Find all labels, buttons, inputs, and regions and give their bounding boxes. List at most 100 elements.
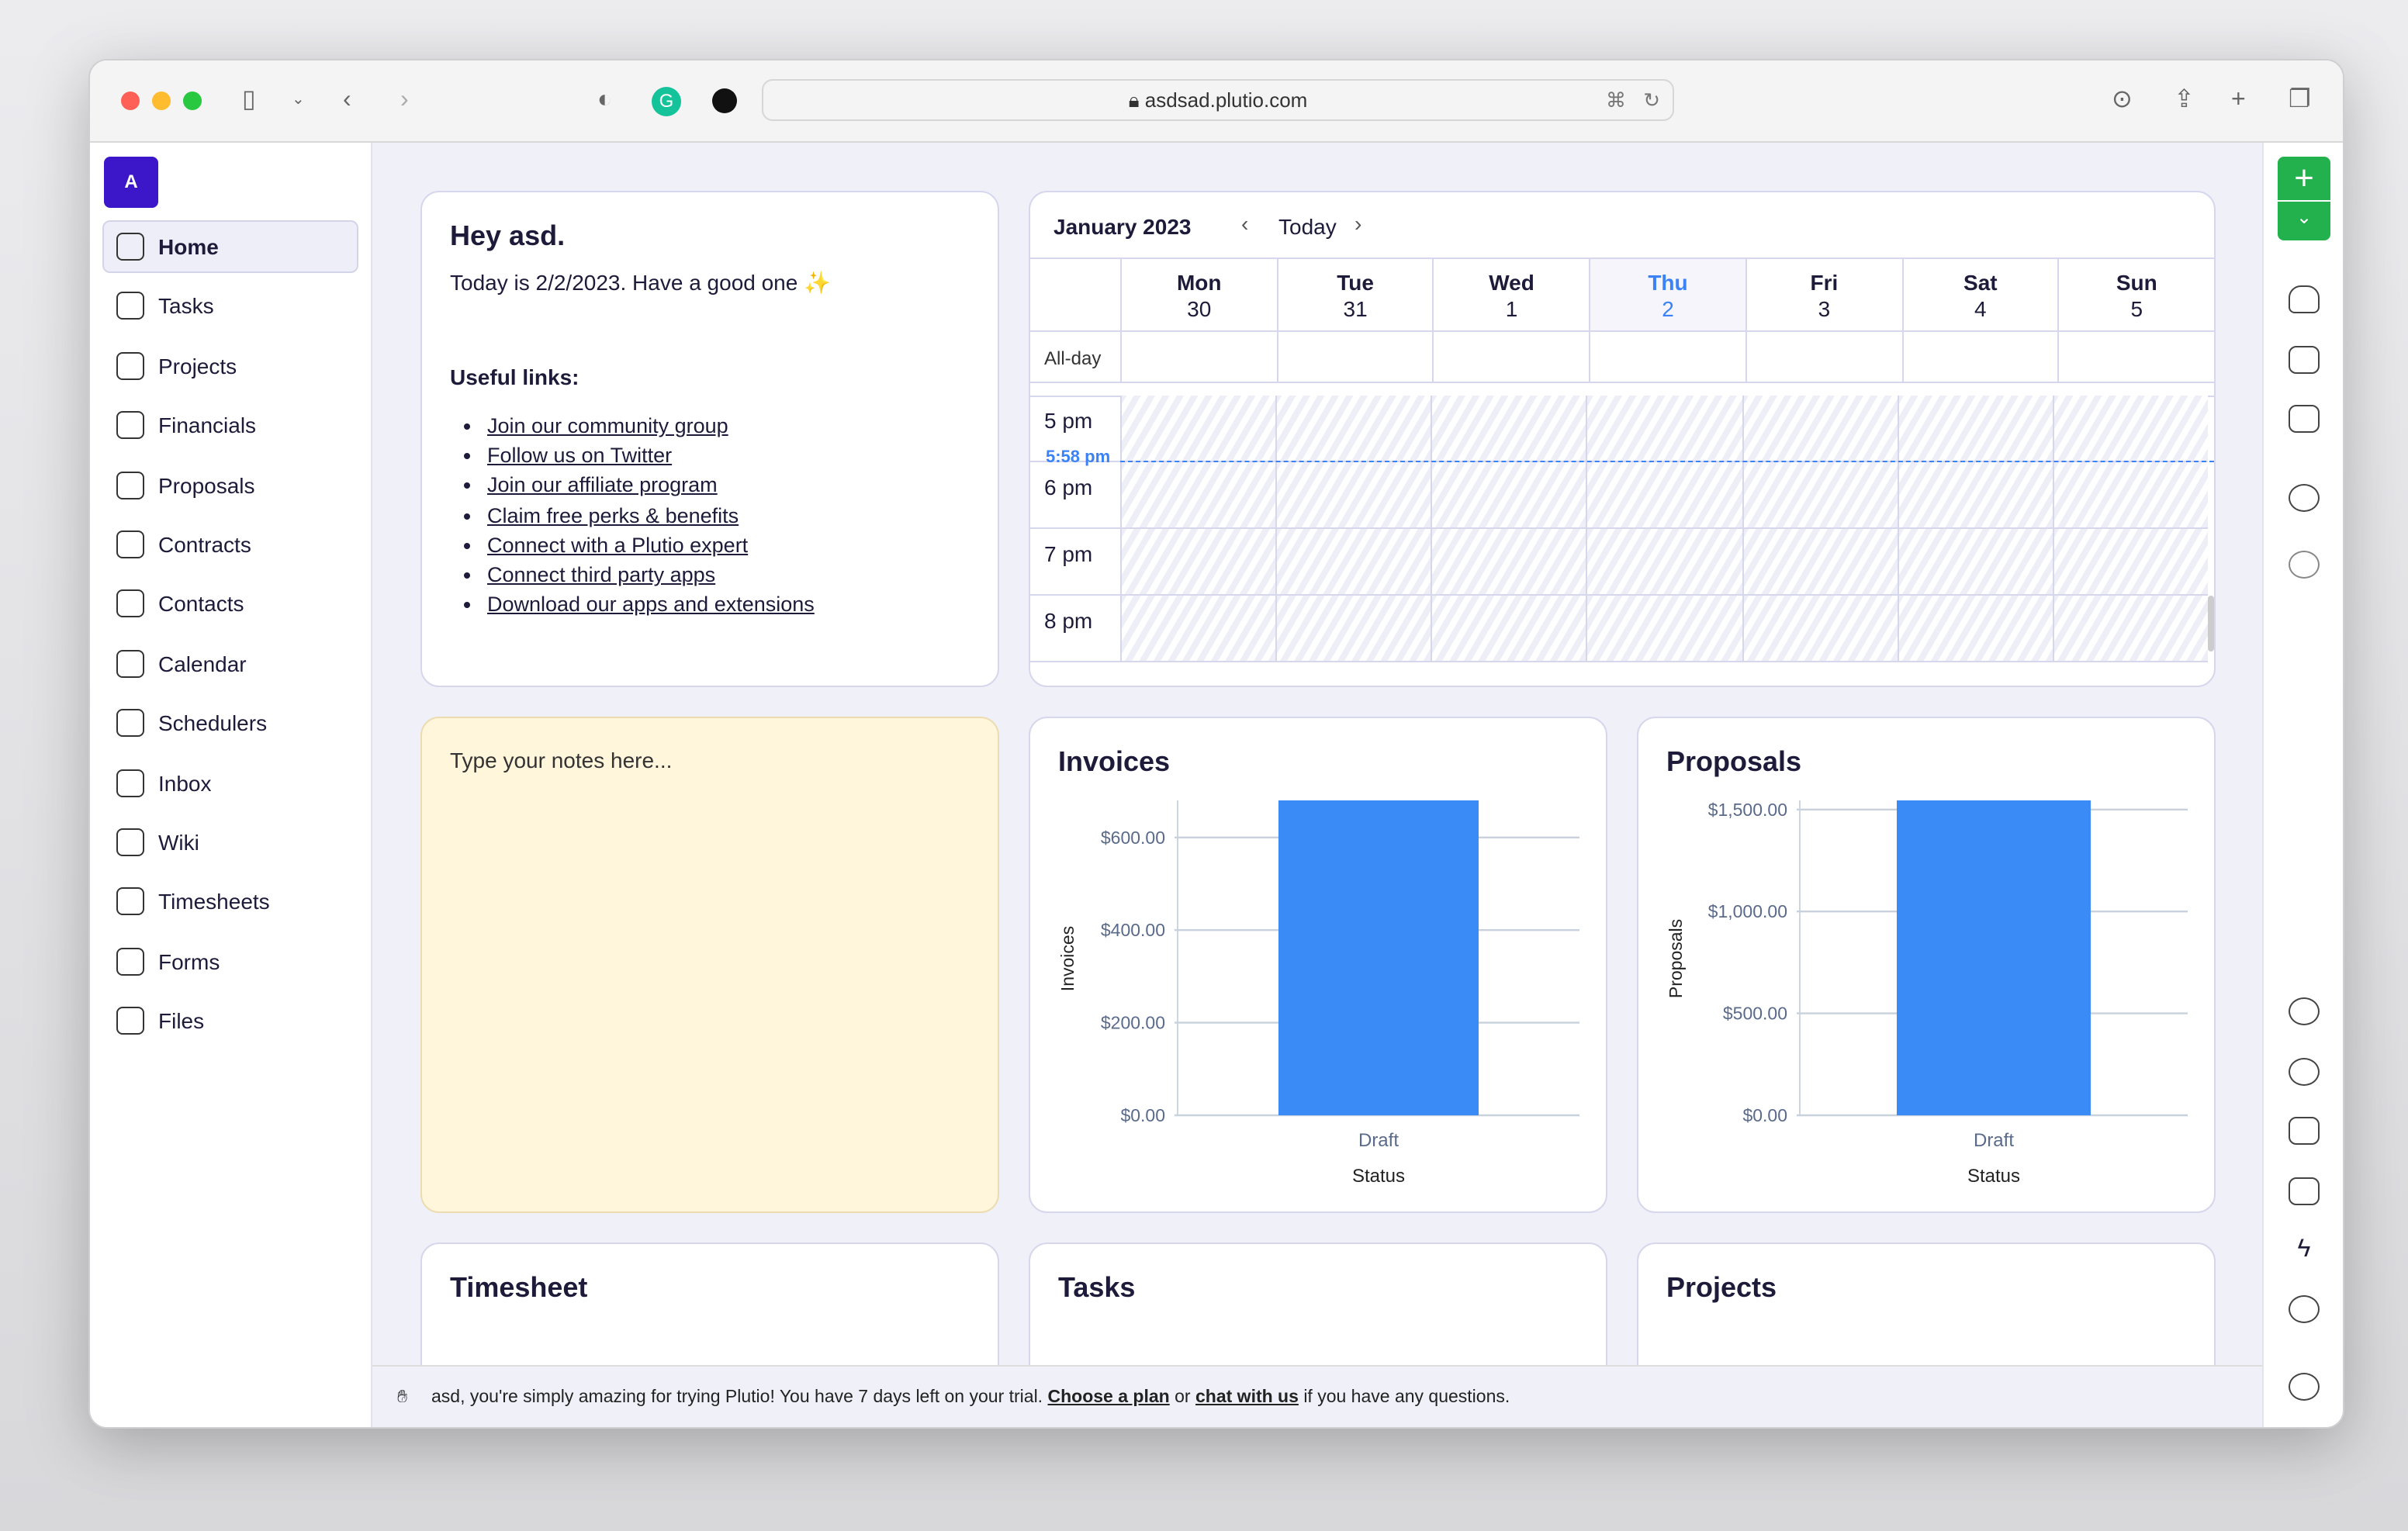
sidebar-item-inbox[interactable]: Inbox [102, 756, 358, 809]
shield-icon[interactable]: ◐ [597, 87, 613, 113]
sidebar-item-tasks[interactable]: Tasks [102, 280, 358, 333]
time-slot[interactable] [1431, 529, 1586, 594]
workspace-logo[interactable]: A [104, 157, 158, 208]
useful-link[interactable]: Join our community group [487, 411, 815, 441]
sidebar-item-forms[interactable]: Forms [102, 935, 358, 987]
sidebar-item-files[interactable]: Files [102, 994, 358, 1047]
next-week-icon[interactable]: › [1354, 211, 1362, 236]
useful-link[interactable]: Join our affiliate program [487, 471, 815, 500]
time-slot[interactable] [1120, 462, 1276, 527]
bar-draft[interactable] [1897, 800, 2091, 1115]
add-contact-icon[interactable] [2289, 484, 2320, 512]
folder-icon[interactable] [2289, 1117, 2320, 1145]
sidebar-item-wiki[interactable]: Wiki [102, 816, 358, 869]
notes-card[interactable]: Type your notes here... [420, 717, 999, 1213]
sidebar-item-financials[interactable]: Financials [102, 399, 358, 451]
download-icon[interactable]: ⊙ [2112, 87, 2133, 113]
tabs-overview-icon[interactable]: ❐ [2289, 87, 2311, 113]
notes-icon[interactable] [2289, 405, 2320, 433]
time-slot[interactable] [2052, 529, 2208, 594]
calendar-icon[interactable] [2289, 346, 2320, 374]
time-slot[interactable] [1431, 596, 1586, 661]
time-slot[interactable] [1275, 529, 1431, 594]
back-icon[interactable]: ‹ [343, 87, 351, 113]
time-slot[interactable] [1742, 529, 1898, 594]
sidebar-item-proposals[interactable]: Proposals [102, 458, 358, 511]
time-slot[interactable] [1742, 396, 1898, 461]
scrollbar[interactable] [2208, 596, 2214, 651]
day-header[interactable]: Mon 30 [1120, 259, 1276, 330]
dark-mode-icon[interactable] [2289, 997, 2320, 1025]
chat-with-us-link[interactable]: chat with us [1195, 1388, 1299, 1407]
new-tab-icon[interactable]: + [2231, 87, 2246, 113]
profile-icon[interactable] [2289, 1373, 2320, 1401]
allday-cell[interactable] [1901, 332, 2057, 382]
useful-link[interactable]: Follow us on Twitter [487, 441, 815, 470]
gear-icon[interactable] [2289, 1295, 2320, 1323]
day-header[interactable]: Wed 1 [1432, 259, 1589, 330]
forward-icon[interactable]: › [400, 87, 409, 113]
day-header[interactable]: Thu 2 [1589, 259, 1745, 330]
useful-link[interactable]: Connect with a Plutio expert [487, 530, 815, 560]
day-header[interactable]: Sat 4 [1901, 259, 2057, 330]
allday-cell[interactable] [1745, 332, 1901, 382]
address-bar[interactable]: 🔒︎ asdsad.plutio.com ⌘ ↻ [762, 79, 1674, 121]
allday-cell[interactable] [1432, 332, 1589, 382]
maximize-window-button[interactable] [183, 92, 202, 110]
calendar-time-grid[interactable]: 5 pm 6 pm 7 pm 8 pm 5:58 pm [1030, 396, 2214, 686]
extension-icon[interactable] [712, 88, 737, 113]
time-slot[interactable] [1275, 462, 1431, 527]
translate-icon[interactable]: ⌘ [1606, 88, 1626, 112]
close-window-button[interactable] [121, 92, 140, 110]
time-slot[interactable] [1275, 396, 1431, 461]
time-slot[interactable] [1586, 396, 1742, 461]
day-header[interactable]: Sun 5 [2057, 259, 2214, 330]
bar-draft[interactable] [1278, 800, 1479, 1115]
time-slot[interactable] [2052, 462, 2208, 527]
allday-cell[interactable] [1276, 332, 1432, 382]
sidebar-item-contacts[interactable]: Contacts [102, 578, 358, 631]
time-slot[interactable] [1120, 396, 1276, 461]
day-header[interactable]: Fri 3 [1745, 259, 1901, 330]
time-slot[interactable] [1431, 396, 1586, 461]
time-slot[interactable] [1586, 529, 1742, 594]
sidebar-toggle-icon[interactable]: ▯ [242, 87, 256, 113]
minimize-window-button[interactable] [152, 92, 171, 110]
allday-cell[interactable] [1120, 332, 1276, 382]
sidebar-item-calendar[interactable]: Calendar [102, 637, 358, 689]
time-slot[interactable] [1742, 596, 1898, 661]
bell-icon[interactable] [2289, 285, 2320, 313]
sidebar-item-home[interactable]: Home [102, 220, 358, 273]
quick-add-button[interactable]: + ⌄ [2278, 157, 2330, 240]
time-slot[interactable] [1120, 596, 1276, 661]
sidebar-item-schedulers[interactable]: Schedulers [102, 696, 358, 749]
share-icon[interactable]: ⇪ [2174, 87, 2195, 113]
choose-plan-link[interactable]: Choose a plan [1047, 1388, 1170, 1407]
time-slot[interactable] [1275, 596, 1431, 661]
archive-icon[interactable] [2289, 1177, 2320, 1205]
time-slot[interactable] [1897, 596, 2053, 661]
time-slot[interactable] [1742, 462, 1898, 527]
lightning-icon[interactable]: ϟ [2297, 1236, 2311, 1263]
time-slot[interactable] [1897, 462, 2053, 527]
chevron-down-icon[interactable]: ⌄ [292, 92, 305, 109]
useful-link[interactable]: Connect third party apps [487, 560, 815, 589]
useful-link[interactable]: Claim free perks & benefits [487, 500, 815, 530]
help-icon[interactable] [2289, 1058, 2320, 1086]
time-slot[interactable] [1897, 529, 2053, 594]
rocket-icon[interactable] [2289, 551, 2320, 579]
grammarly-icon[interactable]: G [652, 87, 681, 116]
sidebar-item-contracts[interactable]: Contracts [102, 518, 358, 571]
useful-link[interactable]: Download our apps and extensions [487, 589, 815, 619]
time-slot[interactable] [1120, 529, 1276, 594]
time-slot[interactable] [1586, 462, 1742, 527]
time-slot[interactable] [2052, 596, 2208, 661]
allday-cell[interactable] [1589, 332, 1745, 382]
day-header[interactable]: Tue 31 [1276, 259, 1432, 330]
reload-icon[interactable]: ↻ [1643, 88, 1660, 112]
sidebar-item-projects[interactable]: Projects [102, 340, 358, 392]
time-slot[interactable] [2052, 396, 2208, 461]
notes-input[interactable]: Type your notes here... [450, 748, 673, 772]
today-button[interactable]: Today [1278, 214, 1337, 239]
allday-cell[interactable] [2057, 332, 2214, 382]
